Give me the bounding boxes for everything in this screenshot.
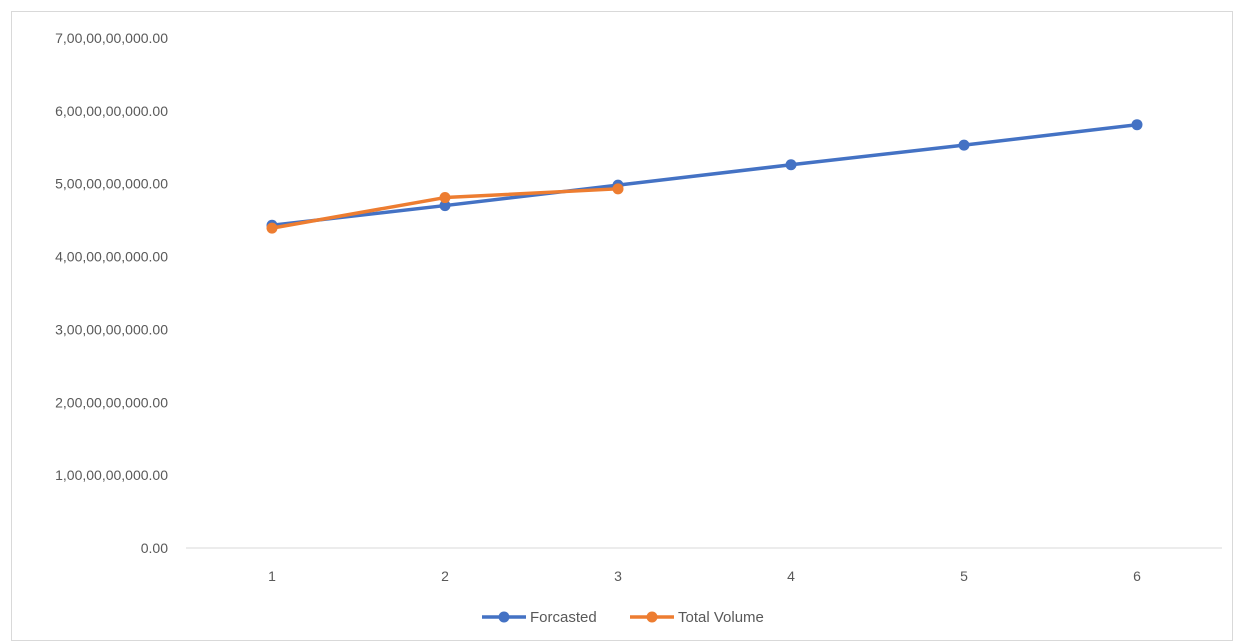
x-tick-label: 2: [441, 568, 449, 584]
x-tick-label: 4: [787, 568, 795, 584]
series-group: [266, 119, 1143, 234]
legend: Forcasted Total Volume: [482, 609, 764, 626]
data-point: [958, 139, 970, 151]
legend-label: Forcasted: [530, 609, 597, 626]
y-axis-tick-labels: 0.00 1,00,00,00,000.00 2,00,00,00,000.00 3,…: [55, 30, 168, 556]
y-tick-label: 0.00: [141, 540, 168, 556]
data-point: [439, 192, 451, 204]
legend-item: Total Volume: [630, 609, 764, 626]
series-total-volume: [266, 183, 624, 234]
y-tick-label: 3,00,00,00,000.00: [55, 321, 168, 337]
legend-swatch-marker: [498, 611, 510, 623]
legend-swatch-marker: [646, 611, 658, 623]
legend-item: Forcasted: [482, 609, 597, 626]
data-point: [266, 222, 278, 234]
y-tick-label: 2,00,00,00,000.00: [55, 394, 168, 410]
y-tick-label: 7,00,00,00,000.00: [55, 30, 168, 46]
data-point: [1131, 119, 1143, 131]
x-tick-label: 3: [614, 568, 622, 584]
series-line: [270, 122, 1139, 227]
chart-area: [11, 11, 1233, 641]
x-tick-label: 1: [268, 568, 276, 584]
y-tick-label: 1,00,00,00,000.00: [55, 467, 168, 483]
x-tick-label: 6: [1133, 568, 1141, 584]
x-tick-label: 5: [960, 568, 968, 584]
y-tick-label: 4,00,00,00,000.00: [55, 249, 168, 265]
legend-label: Total Volume: [678, 609, 764, 626]
x-axis-tick-labels: 1 2 3 4 5 6: [268, 568, 1141, 584]
y-tick-label: 6,00,00,00,000.00: [55, 103, 168, 119]
data-point: [612, 183, 624, 195]
y-tick-label: 5,00,00,00,000.00: [55, 176, 168, 192]
data-point: [439, 200, 451, 212]
series-forcasted: [266, 119, 1143, 231]
data-point: [785, 159, 797, 171]
